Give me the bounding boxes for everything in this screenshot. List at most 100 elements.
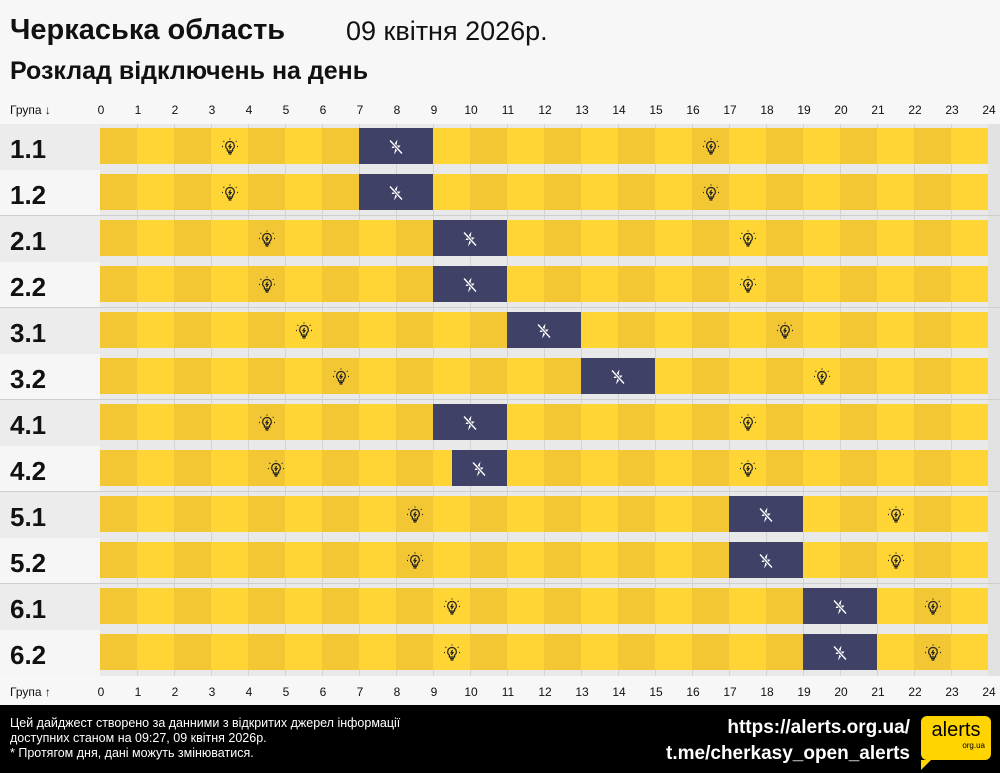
group-row: 5.2	[0, 538, 1000, 584]
power-on-hour	[137, 220, 174, 256]
power-on-hour	[359, 220, 396, 256]
hour-tick: 24	[982, 103, 996, 117]
group-axis-label: Група ↓	[10, 103, 51, 117]
power-on-hour	[285, 496, 322, 532]
schedule-date: 09 квітня 2026р.	[346, 16, 548, 46]
power-on-hour	[174, 542, 211, 578]
power-on-hour	[211, 404, 248, 440]
power-on-hour	[803, 174, 840, 210]
power-on-hour	[729, 634, 766, 670]
power-on-hour	[951, 634, 988, 670]
power-on-hour	[655, 220, 692, 256]
power-on-hour	[914, 404, 951, 440]
power-on-hour	[322, 450, 359, 486]
power-on-hour	[951, 266, 988, 302]
region-title: Черкаська область	[10, 14, 286, 46]
power-on-hour	[322, 312, 359, 348]
power-on-hour	[137, 404, 174, 440]
power-on-hour	[507, 450, 544, 486]
group-separator	[0, 491, 1000, 492]
power-on-hour	[137, 450, 174, 486]
power-on-hour	[544, 128, 581, 164]
power-on-hour	[285, 588, 322, 624]
power-on-hour	[507, 588, 544, 624]
power-on-hour	[433, 358, 470, 394]
hour-tick: 1	[134, 685, 142, 699]
lightbulb-icon	[266, 459, 286, 479]
power-on-hour	[766, 634, 803, 670]
power-on-hour	[914, 496, 951, 532]
power-on-hour	[618, 634, 655, 670]
power-on-hour	[803, 542, 840, 578]
telegram-link[interactable]: t.me/cherkasy_open_alerts	[666, 743, 910, 764]
power-on-hour	[766, 588, 803, 624]
power-on-hour	[692, 588, 729, 624]
power-on-hour	[618, 312, 655, 348]
row-edge	[988, 538, 1000, 584]
hour-tick: 24	[982, 685, 996, 699]
power-on-hour	[211, 634, 248, 670]
power-on-hour	[618, 404, 655, 440]
power-on-hour	[618, 588, 655, 624]
power-on-hour	[285, 220, 322, 256]
lightbulb-icon	[257, 229, 277, 249]
row-edge	[988, 308, 1000, 354]
power-on-hour	[877, 220, 914, 256]
group-row: 2.1	[0, 216, 1000, 262]
hour-tick: 0	[97, 685, 105, 699]
power-on-hour	[322, 404, 359, 440]
row-edge	[988, 446, 1000, 492]
hour-tick: 6	[319, 103, 327, 117]
power-off-icon	[534, 321, 554, 341]
lightbulb-icon	[442, 597, 462, 617]
power-on-hour	[877, 404, 914, 440]
site-link[interactable]: https://alerts.org.ua/	[727, 717, 910, 738]
power-on-hour	[692, 358, 729, 394]
power-on-hour	[137, 634, 174, 670]
hour-tick: 2	[171, 685, 179, 699]
power-on-hour	[100, 542, 137, 578]
power-on-hour	[174, 220, 211, 256]
power-on-hour	[951, 450, 988, 486]
group-label: 4.1	[0, 400, 100, 446]
row-edge	[988, 354, 1000, 400]
power-on-hour	[396, 404, 433, 440]
power-on-hour	[248, 312, 285, 348]
power-on-hour	[951, 174, 988, 210]
power-on-hour	[840, 542, 877, 578]
group-row: 6.1	[0, 584, 1000, 630]
lightbulb-icon	[886, 505, 906, 525]
group-label: 6.1	[0, 584, 100, 630]
hour-tick: 3	[208, 103, 216, 117]
group-timeline	[100, 630, 988, 676]
power-on-hour	[581, 312, 618, 348]
row-edge	[988, 216, 1000, 262]
power-on-hour	[544, 358, 581, 394]
lightbulb-icon	[257, 275, 277, 295]
power-on-hour	[581, 128, 618, 164]
power-off-icon	[386, 183, 406, 203]
hour-tick: 1	[134, 103, 142, 117]
group-timeline	[100, 446, 988, 492]
power-on-hour	[507, 404, 544, 440]
power-on-hour	[840, 496, 877, 532]
power-on-hour	[914, 358, 951, 394]
lightbulb-icon	[405, 551, 425, 571]
power-on-hour	[581, 588, 618, 624]
power-on-hour	[840, 174, 877, 210]
lightbulb-icon	[220, 137, 240, 157]
hour-tick: 8	[393, 103, 401, 117]
power-on-hour	[803, 128, 840, 164]
power-on-hour	[692, 542, 729, 578]
hour-axis-top: Група ↓ 0 1 2 3 4 5 6 7 8 9 10 11 12 13 14 15 16 17 18 19 20…	[0, 100, 1000, 120]
power-on-hour	[840, 450, 877, 486]
power-on-hour	[100, 634, 137, 670]
alerts-logo: alerts org.ua	[921, 716, 991, 770]
hour-tick: 15	[649, 685, 663, 699]
power-on-hour	[766, 174, 803, 210]
hour-tick: 16	[686, 103, 700, 117]
hour-tick: 5	[282, 103, 290, 117]
power-on-hour	[618, 174, 655, 210]
group-label: 1.1	[0, 124, 100, 170]
power-on-hour	[248, 588, 285, 624]
